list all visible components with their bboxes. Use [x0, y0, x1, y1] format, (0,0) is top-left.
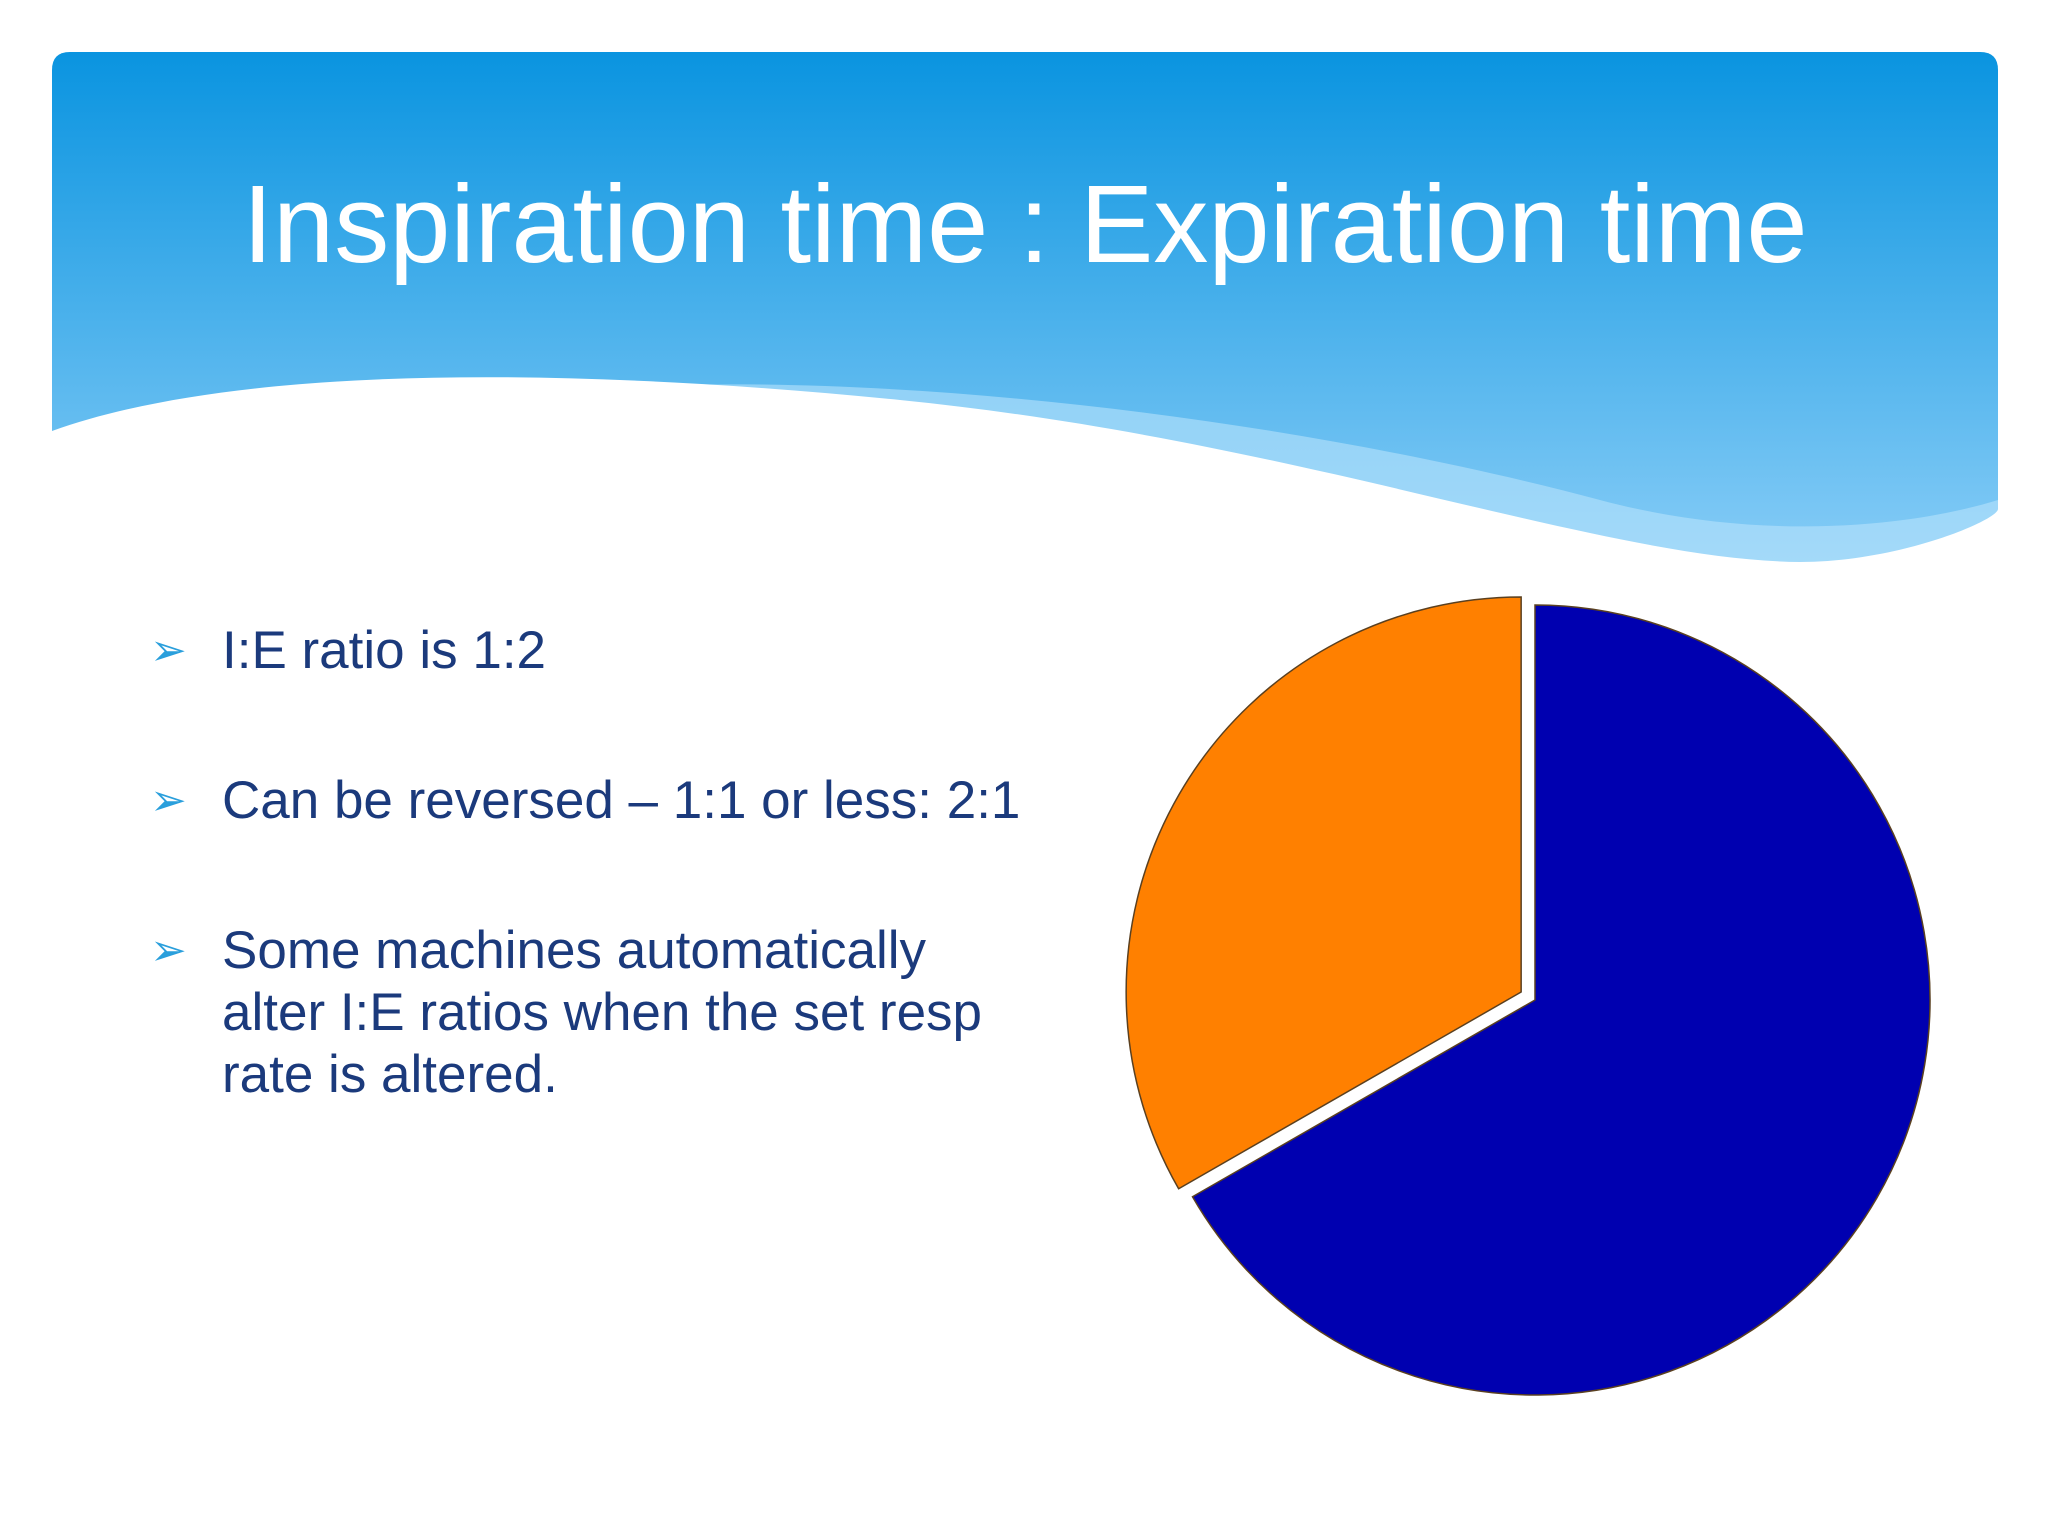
pie-slice [1125, 596, 1522, 1190]
bullet-list: I:E ratio is 1:2 Can be reversed – 1:1 o… [150, 620, 1030, 1194]
pie-chart [1125, 596, 1931, 1396]
bullet: Some machines automatically alter I:E ra… [150, 920, 1030, 1106]
bullet: I:E ratio is 1:2 [150, 620, 1030, 682]
bullet: Can be reversed – 1:1 or less: 2:1 [150, 770, 1030, 832]
pie-slice [1191, 604, 1931, 1396]
slide-title: Inspiration time : Expiration time [242, 163, 1808, 286]
header-background [52, 52, 1998, 620]
